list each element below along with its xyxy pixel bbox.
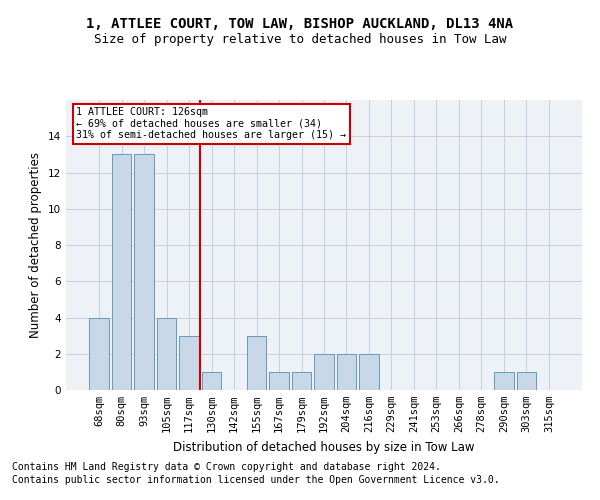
Bar [494, 372, 514, 390]
Bar [314, 354, 334, 390]
Y-axis label: Number of detached properties: Number of detached properties [29, 152, 43, 338]
Text: 1, ATTLEE COURT, TOW LAW, BISHOP AUCKLAND, DL13 4NA: 1, ATTLEE COURT, TOW LAW, BISHOP AUCKLAN… [86, 18, 514, 32]
Bar [157, 318, 176, 390]
Bar [359, 354, 379, 390]
Bar [134, 154, 154, 390]
Text: Size of property relative to detached houses in Tow Law: Size of property relative to detached ho… [94, 32, 506, 46]
Text: Contains public sector information licensed under the Open Government Licence v3: Contains public sector information licen… [12, 475, 500, 485]
Bar [292, 372, 311, 390]
Bar [269, 372, 289, 390]
Bar [179, 336, 199, 390]
Bar [112, 154, 131, 390]
Text: Contains HM Land Registry data © Crown copyright and database right 2024.: Contains HM Land Registry data © Crown c… [12, 462, 441, 472]
Bar [247, 336, 266, 390]
X-axis label: Distribution of detached houses by size in Tow Law: Distribution of detached houses by size … [173, 440, 475, 454]
Bar [202, 372, 221, 390]
Bar [89, 318, 109, 390]
Bar [517, 372, 536, 390]
Text: 1 ATTLEE COURT: 126sqm
← 69% of detached houses are smaller (34)
31% of semi-det: 1 ATTLEE COURT: 126sqm ← 69% of detached… [76, 108, 346, 140]
Bar [337, 354, 356, 390]
